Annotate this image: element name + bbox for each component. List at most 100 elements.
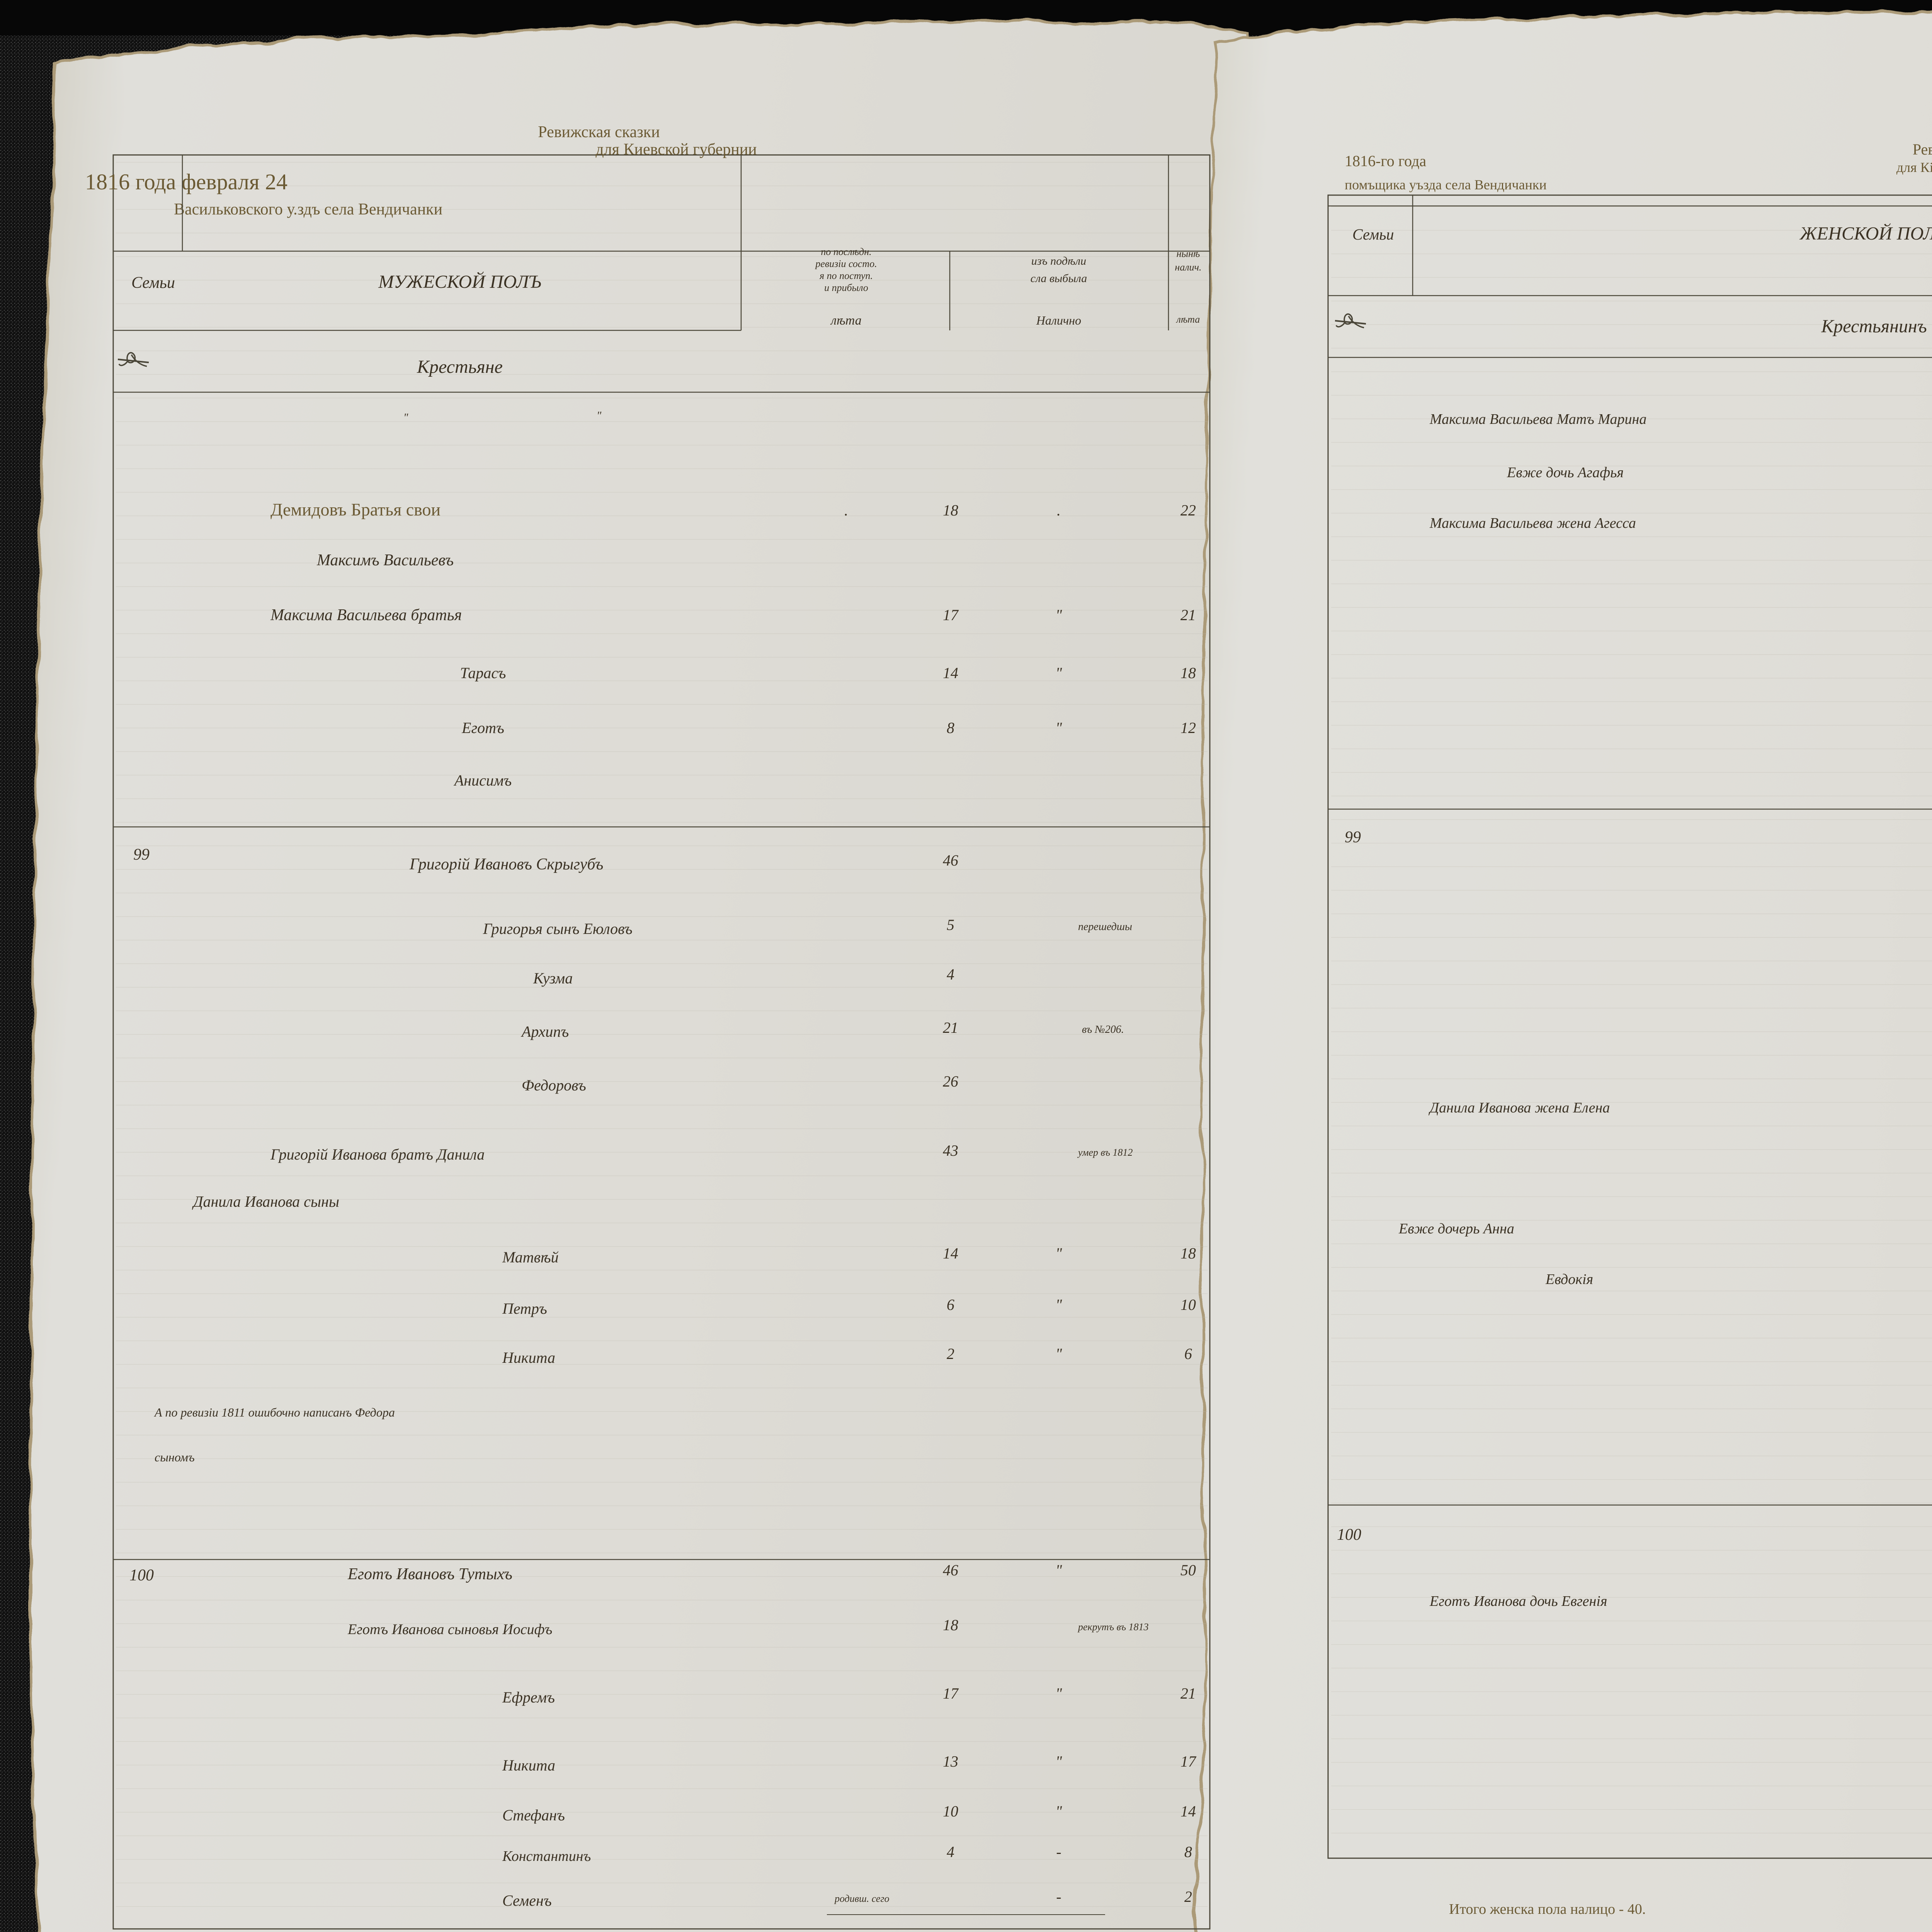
svg-text:А по ревизiи 1811 ошибочно нап: А по ревизiи 1811 ошибочно написанъ Федо… bbox=[154, 1405, 395, 1419]
svg-text:10: 10 bbox=[1180, 1296, 1196, 1313]
svg-text:4: 4 bbox=[947, 1843, 954, 1861]
svg-text:Васильковского у.здъ села Венд: Васильковского у.здъ села Вендичанки bbox=[174, 201, 442, 218]
svg-text:Максима Васильева Матъ Марина: Максима Васильева Матъ Марина bbox=[1429, 411, 1646, 427]
svg-text:Стефанъ: Стефанъ bbox=[502, 1806, 565, 1824]
svg-text:18: 18 bbox=[1180, 664, 1196, 682]
svg-text:99: 99 bbox=[133, 846, 150, 864]
svg-text:Григорій Иванова братъ Данила: Григорій Иванова братъ Данила bbox=[270, 1146, 485, 1163]
svg-text:Еготъ Ивановъ Тутыхъ: Еготъ Ивановъ Тутыхъ bbox=[347, 1565, 512, 1583]
svg-text:Петръ: Петръ bbox=[502, 1300, 547, 1317]
svg-text:Тарасъ: Тарасъ bbox=[460, 664, 506, 682]
svg-text:14: 14 bbox=[1180, 1803, 1196, 1820]
svg-text:50: 50 bbox=[1180, 1561, 1196, 1579]
svg-text:6: 6 bbox=[947, 1296, 954, 1313]
svg-text:": " bbox=[1056, 1296, 1062, 1313]
svg-text:100: 100 bbox=[129, 1566, 154, 1584]
svg-text:Ревижская сказки: Ревижская сказки bbox=[1913, 141, 1932, 158]
svg-text:17: 17 bbox=[1180, 1753, 1197, 1770]
svg-text:5: 5 bbox=[947, 916, 954, 934]
svg-text:2: 2 bbox=[1184, 1888, 1192, 1905]
svg-text:": " bbox=[1056, 1561, 1062, 1579]
svg-text:Данила Иванова жена Елена: Данила Иванова жена Елена bbox=[1429, 1100, 1610, 1116]
svg-text:и прибыло: и прибыло bbox=[824, 282, 868, 293]
svg-text:": " bbox=[1056, 1803, 1062, 1820]
svg-text:ревизiи состо.: ревизiи состо. bbox=[815, 258, 877, 269]
svg-text:рекрутъ въ 1813: рекрутъ въ 1813 bbox=[1077, 1621, 1149, 1633]
svg-text:17: 17 bbox=[943, 1685, 959, 1702]
svg-text:перешедшы: перешедшы bbox=[1078, 921, 1132, 933]
svg-text:14: 14 bbox=[943, 664, 958, 682]
svg-text:Семенъ: Семенъ bbox=[502, 1892, 552, 1909]
svg-text:Матвѣй: Матвѣй bbox=[502, 1248, 559, 1266]
svg-text:18: 18 bbox=[1180, 1245, 1196, 1262]
svg-text:МУЖЕСКОЙ ПОЛЪ: МУЖЕСКОЙ ПОЛЪ bbox=[378, 271, 541, 292]
svg-text:Демидовъ Братья свои: Демидовъ Братья свои bbox=[270, 500, 440, 519]
svg-text:Евже дочерь Анна: Евже дочерь Анна bbox=[1398, 1221, 1514, 1237]
svg-text:Евже дочь Агафья: Евже дочь Агафья bbox=[1507, 464, 1624, 481]
svg-text:Кузма: Кузма bbox=[533, 969, 573, 987]
svg-text:Еготъ Иванова дочь Евгенiя: Еготъ Иванова дочь Евгенiя bbox=[1429, 1593, 1607, 1609]
svg-text:лѣта: лѣта bbox=[1176, 314, 1200, 325]
svg-text:я по поступ.: я по поступ. bbox=[819, 270, 873, 281]
svg-text:Ефремъ: Ефремъ bbox=[502, 1689, 555, 1706]
svg-text:": " bbox=[1056, 606, 1062, 624]
svg-text:-: - bbox=[1056, 1843, 1061, 1861]
svg-text:1816 года февраля 24: 1816 года февраля 24 bbox=[85, 169, 287, 194]
svg-text:Ревижская сказки: Ревижская сказки bbox=[538, 123, 660, 141]
svg-text:въ №206.: въ №206. bbox=[1082, 1024, 1124, 1036]
svg-text:100: 100 bbox=[1337, 1526, 1361, 1544]
svg-text:46: 46 bbox=[943, 1561, 958, 1579]
svg-text:14: 14 bbox=[943, 1245, 958, 1262]
svg-text:": " bbox=[1056, 1685, 1062, 1702]
svg-text:для Киевской губернии: для Киевской губернии bbox=[595, 141, 757, 158]
svg-text:2: 2 bbox=[947, 1345, 954, 1362]
svg-text:Семьи: Семьи bbox=[1352, 226, 1394, 243]
svg-text:Григорья сынъ Еюловъ: Григорья сынъ Еюловъ bbox=[483, 920, 633, 937]
svg-text:Налично: Налично bbox=[1036, 313, 1081, 327]
svg-text:": " bbox=[1056, 1345, 1062, 1362]
svg-text:10: 10 bbox=[943, 1803, 958, 1820]
svg-text:8: 8 bbox=[947, 719, 954, 736]
svg-text:21: 21 bbox=[1180, 1685, 1196, 1702]
svg-text:помъщика уъзда села Вендичанки: помъщика уъзда села Вендичанки bbox=[1345, 177, 1547, 192]
svg-text:12: 12 bbox=[1180, 719, 1196, 736]
svg-text:26: 26 bbox=[943, 1073, 958, 1090]
svg-text:Семьи: Семьи bbox=[131, 274, 175, 292]
svg-text:Архипъ: Архипъ bbox=[520, 1023, 569, 1040]
svg-text:умер въ 1812: умер въ 1812 bbox=[1077, 1147, 1133, 1158]
svg-text:по послѣдн.: по послѣдн. bbox=[821, 246, 871, 257]
svg-text:Анисимъ: Анисимъ bbox=[453, 772, 512, 789]
svg-text:99: 99 bbox=[1345, 828, 1361, 846]
svg-text:18: 18 bbox=[943, 502, 958, 519]
svg-text:": " bbox=[1056, 1245, 1062, 1262]
svg-text:1816-го года: 1816-го года bbox=[1345, 152, 1426, 170]
svg-text:лѣта: лѣта bbox=[830, 313, 861, 328]
svg-text:Максима Васильева братья: Максима Васильева братья bbox=[270, 606, 462, 624]
svg-text:21: 21 bbox=[943, 1019, 958, 1036]
svg-text:.: . bbox=[1057, 502, 1061, 519]
svg-text:ЖЕНСКОЙ ПОЛЪ: ЖЕНСКОЙ ПОЛЪ bbox=[1799, 223, 1932, 244]
svg-text:Константинъ: Константинъ bbox=[502, 1848, 591, 1864]
svg-text:21: 21 bbox=[1180, 606, 1196, 624]
svg-text:8: 8 bbox=[1184, 1843, 1192, 1861]
svg-text:22: 22 bbox=[1180, 502, 1196, 519]
svg-text:Еготъ: Еготъ bbox=[461, 719, 504, 736]
svg-text:13: 13 bbox=[943, 1753, 958, 1770]
svg-text:Максимъ Васильевъ: Максимъ Васильевъ bbox=[316, 551, 454, 569]
svg-text:": " bbox=[1056, 664, 1062, 682]
svg-text:17: 17 bbox=[943, 606, 959, 624]
svg-text:": " bbox=[597, 409, 602, 422]
svg-text:налич.: налич. bbox=[1175, 262, 1201, 273]
svg-text:-: - bbox=[1056, 1888, 1061, 1905]
svg-text:Максима Васильева жена Агесса: Максима Васильева жена Агесса bbox=[1429, 515, 1636, 531]
svg-text:изъ подѣли: изъ подѣли bbox=[1031, 255, 1086, 267]
svg-text:": " bbox=[403, 411, 408, 424]
svg-text:Крестьяне: Крестьяне bbox=[417, 357, 503, 377]
svg-text:Григорій Ивановъ Скрыгубъ: Григорій Ивановъ Скрыгубъ bbox=[409, 855, 603, 873]
svg-text:.: . bbox=[844, 502, 848, 519]
svg-text:18: 18 bbox=[943, 1616, 958, 1634]
svg-text:Никита: Никита bbox=[502, 1349, 555, 1366]
svg-text:Евдокiя: Евдокiя bbox=[1545, 1271, 1593, 1287]
svg-text:для Кiевской губернiи Васильк.: для Кiевской губернiи Васильк. bbox=[1896, 160, 1932, 175]
svg-text:сла выбыла: сла выбыла bbox=[1031, 272, 1087, 285]
